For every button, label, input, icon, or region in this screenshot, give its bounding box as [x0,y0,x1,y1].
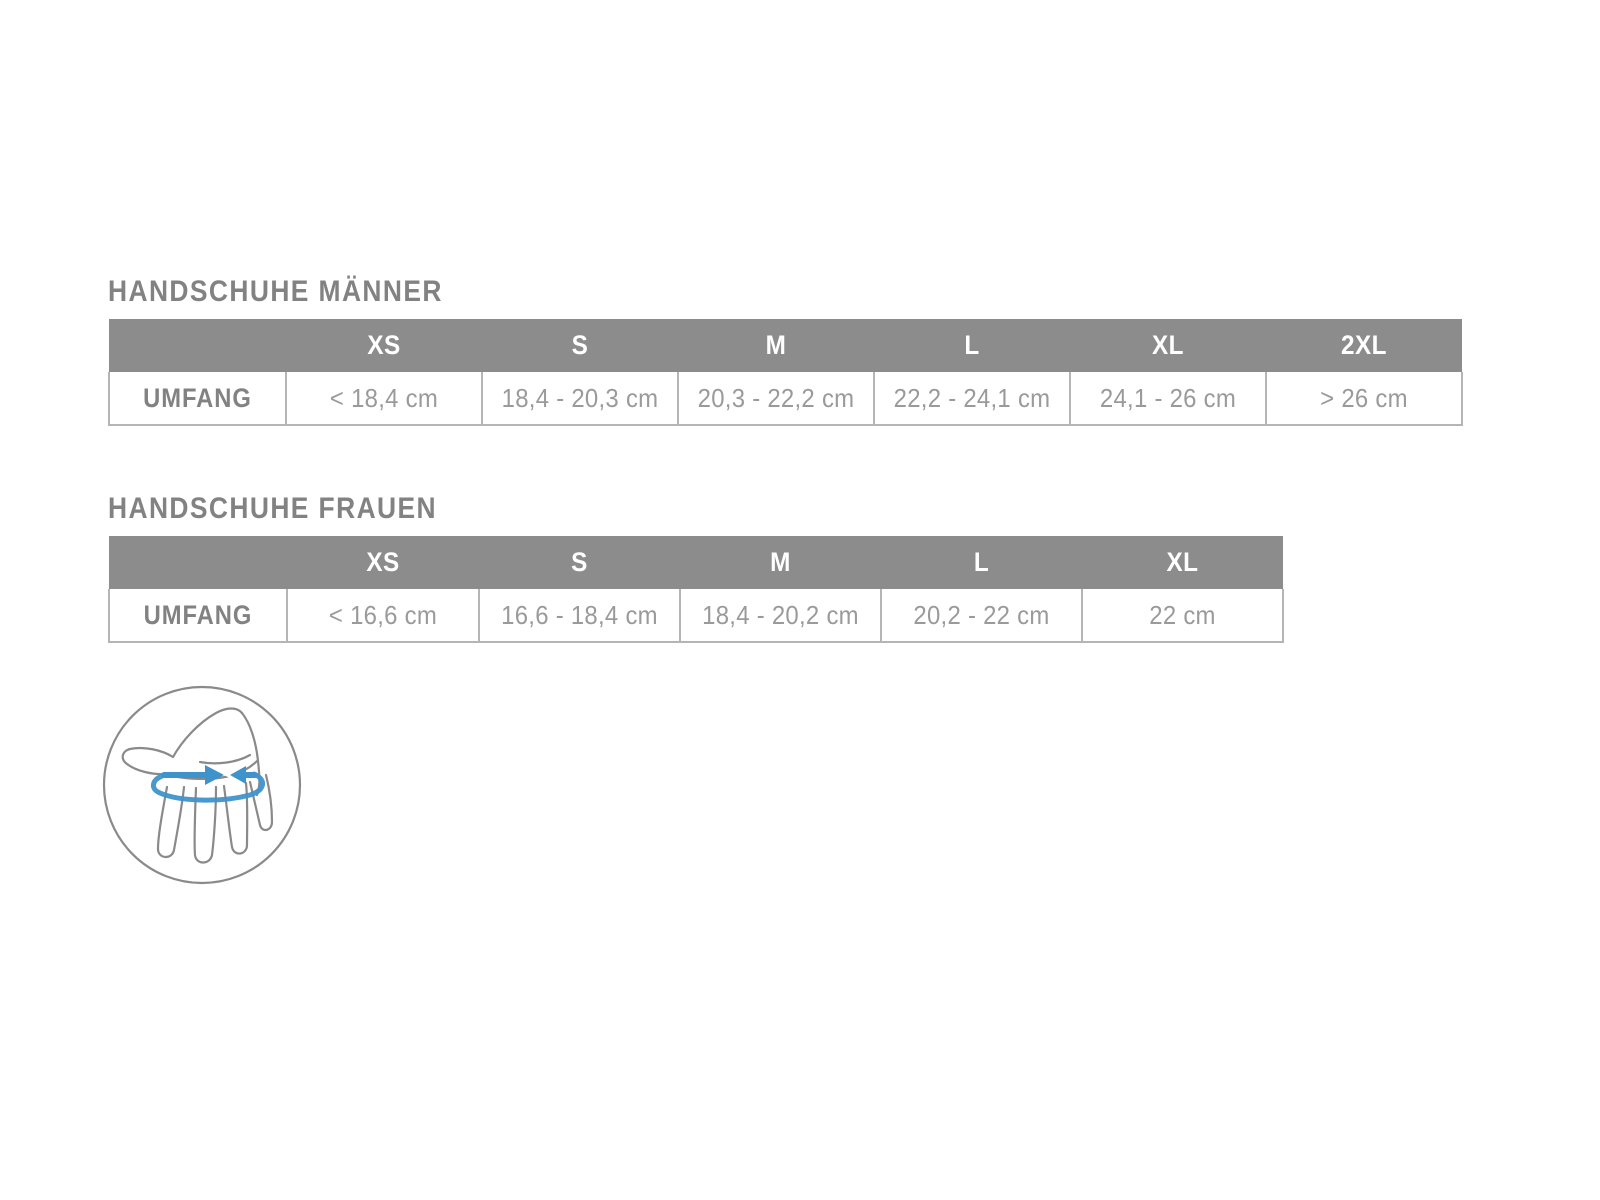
size-header-2xl: 2XL [1341,330,1387,360]
value-cell-l: 22,2 - 24,1 cm [880,372,1064,426]
row-label-umfang: UMFANG [118,589,278,643]
size-header-s: S [571,547,588,577]
value-cell-s: 16,6 - 18,4 cm [486,589,673,643]
value-cell-xs: < 18,4 cm [292,372,476,426]
value-cell-xl: 24,1 - 26 cm [1076,372,1260,426]
icon-circle-outline [102,685,302,885]
value-cell-xs: < 16,6 cm [293,589,473,643]
size-header-m: M [765,330,787,360]
size-header-l: L [973,547,990,577]
value-cell-l: 20,2 - 22 cm [888,589,1075,643]
value-cell-m: 18,4 - 20,2 cm [687,589,874,643]
size-header-xs: XS [367,330,401,360]
size-table-men: XS S M L XL 2XL UMFANG < 18,4 cm 18,4 - … [108,319,1463,426]
table-row: UMFANG < 18,4 cm 18,4 - 20,3 cm 20,3 - 2… [109,372,1462,426]
value-cell-m: 20,3 - 22,2 cm [684,372,868,426]
table-row: UMFANG < 16,6 cm 16,6 - 18,4 cm 18,4 - 2… [109,589,1283,643]
section-title-women: HANDSCHUHE FRAUEN [108,492,438,525]
size-header-xl: XL [1166,547,1199,577]
value-cell-xl: 22 cm [1089,589,1276,643]
section-title-men: HANDSCHUHE MÄNNER [108,275,443,308]
size-table-women: XS S M L XL UMFANG < 16,6 cm 16,6 - 18,4… [108,536,1284,643]
size-header-l: L [964,330,980,360]
value-cell-s: 18,4 - 20,3 cm [488,372,672,426]
table-header-row: XS S M L XL 2XL [109,319,1462,372]
size-header-m: M [770,547,791,577]
size-header-s: S [571,330,589,360]
table-corner-cell [117,319,278,372]
size-header-xl: XL [1152,330,1184,360]
hand-circumference-measure-icon [102,685,302,885]
size-header-xs: XS [366,547,400,577]
table-corner-cell [117,536,279,589]
value-cell-2xl: > 26 cm [1272,372,1456,426]
row-label-umfang: UMFANG [118,372,277,426]
table-header-row: XS S M L XL [109,536,1283,589]
measure-arrow-icon [151,765,265,803]
